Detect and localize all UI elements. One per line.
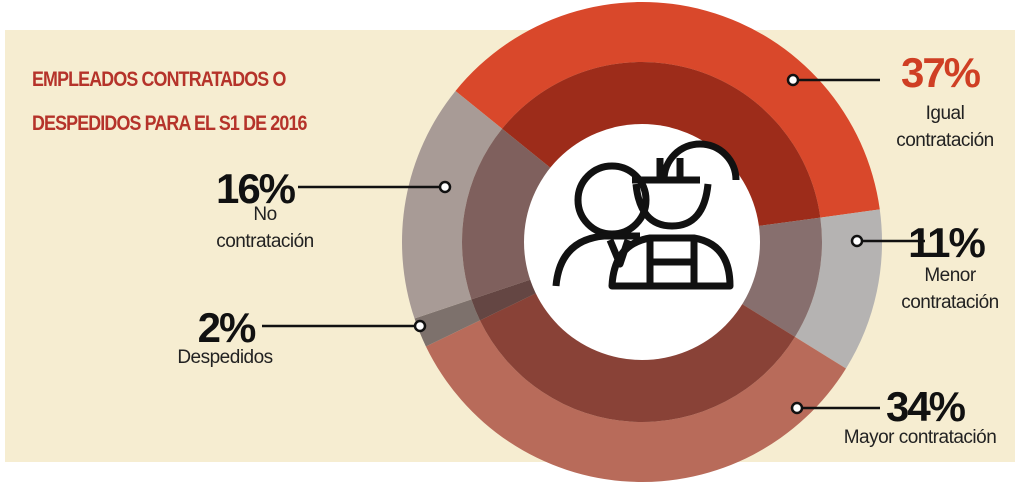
workers-icon — [552, 140, 740, 290]
category-label: No contratación — [216, 204, 314, 252]
category-label: Despedidos — [177, 347, 273, 368]
slice-inner-shade — [471, 277, 543, 321]
value-label: 16% — [215, 165, 296, 212]
value-label: 34% — [885, 383, 966, 430]
slice-inner — [471, 277, 543, 321]
category-label: Mayor contratación — [843, 427, 997, 448]
category-label: Menor contratación — [901, 265, 999, 313]
slice — [425, 320, 846, 483]
slice — [794, 209, 882, 369]
slice — [402, 90, 503, 319]
chart-title: EMPLEADOS CONTRATADOS O DESPEDIDOS PARA … — [32, 68, 307, 135]
value-label: 37% — [900, 49, 981, 96]
slice — [414, 299, 480, 347]
category-label: Igual contratación — [896, 103, 994, 151]
slice — [455, 1, 880, 218]
connectors — [262, 73, 925, 415]
value-label: 2% — [197, 304, 257, 351]
value-label: 11% — [908, 219, 986, 266]
